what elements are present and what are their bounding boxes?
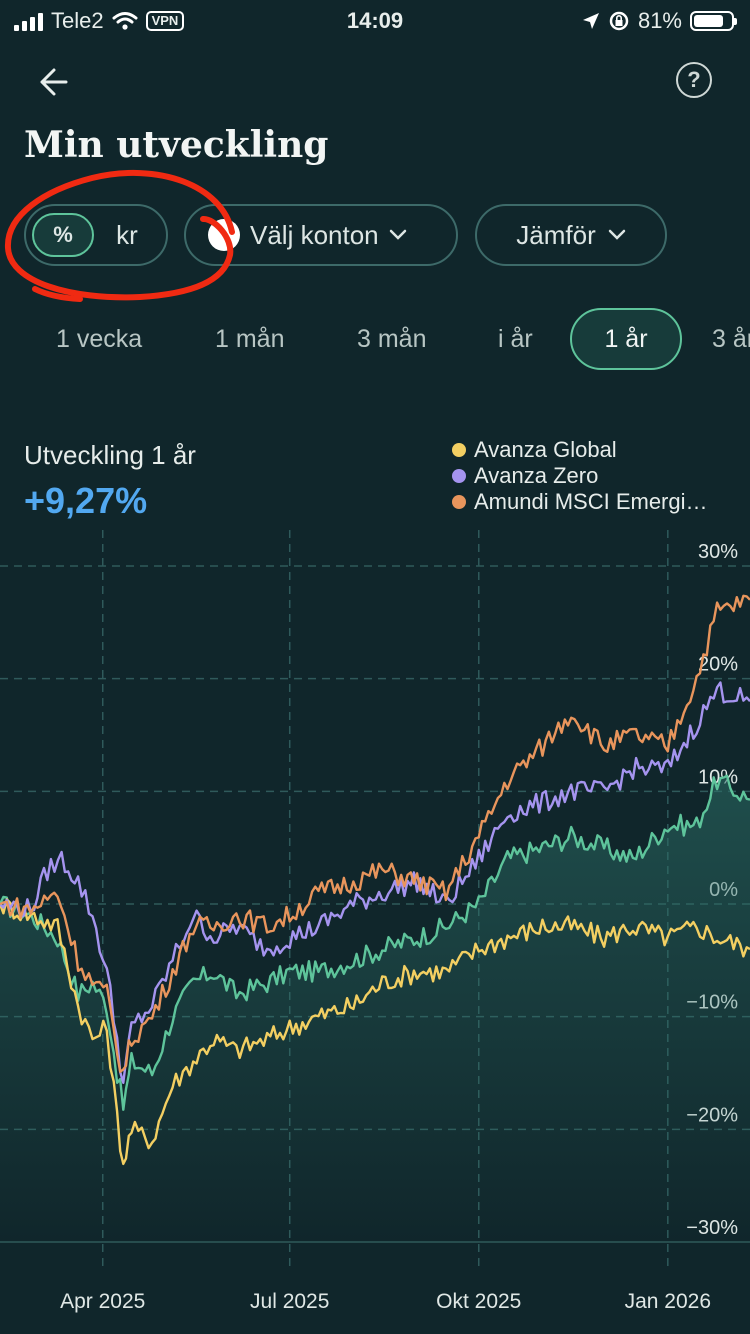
help-icon[interactable]: ?	[676, 62, 712, 98]
status-time: 14:09	[346, 8, 404, 33]
back-arrow-icon[interactable]	[32, 62, 72, 102]
compare-dropdown-label: Jämför	[516, 219, 596, 250]
legend-label: Avanza Global	[474, 437, 617, 462]
period-tabs: 1 vecka 1 mån 3 mån i år 1 år 3 år	[0, 308, 750, 370]
tab-3-ar[interactable]: 3 år	[712, 325, 750, 353]
rotation-lock-icon	[609, 11, 629, 31]
y-tick-label: 30%	[698, 541, 738, 563]
chart-legend: Avanza Global Avanza Zero Amundi MSCI Em…	[452, 437, 742, 515]
y-tick-label: 20%	[698, 654, 738, 676]
accounts-dropdown[interactable]: Välj konton	[184, 204, 458, 266]
legend-item: Avanza Global	[452, 437, 742, 463]
status-bar: Tele2 VPN 14:09 81%	[0, 0, 750, 44]
unit-toggle[interactable]: % kr	[24, 204, 168, 266]
x-tick-label: Jan 2026	[625, 1290, 711, 1313]
x-tick-label: Jul 2025	[250, 1290, 329, 1313]
legend-label: Avanza Zero	[474, 463, 599, 488]
status-left: Tele2 VPN	[14, 8, 185, 34]
unit-toggle-percent[interactable]: %	[32, 213, 94, 257]
x-tick-label: Okt 2025	[436, 1290, 521, 1313]
unit-toggle-kr[interactable]: kr	[116, 219, 138, 250]
status-right: 81%	[582, 8, 737, 34]
legend-dot	[452, 469, 466, 483]
tab-1-ar[interactable]: 1 år	[570, 308, 682, 370]
compare-dropdown[interactable]: Jämför	[475, 204, 667, 266]
development-value: +9,27%	[24, 480, 148, 521]
legend-item: Amundi MSCI Emergi…	[452, 489, 742, 515]
battery-percent: 81%	[637, 8, 682, 33]
accounts-dropdown-label: Välj konton	[250, 219, 379, 250]
vpn-badge: VPN	[145, 11, 185, 31]
battery-icon	[690, 11, 737, 31]
tab-3-man[interactable]: 3 mån	[357, 325, 427, 353]
tab-i-ar[interactable]: i år	[498, 325, 533, 353]
legend-dot	[452, 495, 466, 509]
series-line	[0, 594, 750, 1073]
legend-label: Amundi MSCI Emergi…	[474, 489, 708, 514]
series-line	[0, 898, 750, 1166]
signal-icon	[14, 11, 43, 31]
wifi-icon	[112, 12, 138, 30]
series-line	[0, 774, 750, 1111]
accounts-dot-icon	[208, 219, 240, 251]
legend-item: Avanza Zero	[452, 463, 742, 489]
tab-1-vecka[interactable]: 1 vecka	[56, 325, 143, 353]
location-arrow-icon	[582, 13, 599, 29]
tab-1-man[interactable]: 1 mån	[215, 325, 285, 353]
legend-dot	[452, 443, 466, 457]
page-title: Min utveckling	[24, 124, 329, 166]
development-label: Utveckling 1 år	[24, 440, 196, 470]
carrier-name: Tele2	[51, 8, 104, 33]
chevron-down-icon	[389, 229, 406, 240]
x-tick-label: Apr 2025	[60, 1290, 145, 1313]
series-line	[0, 681, 750, 1084]
series-area	[0, 775, 750, 1242]
chevron-down-icon	[608, 229, 625, 240]
